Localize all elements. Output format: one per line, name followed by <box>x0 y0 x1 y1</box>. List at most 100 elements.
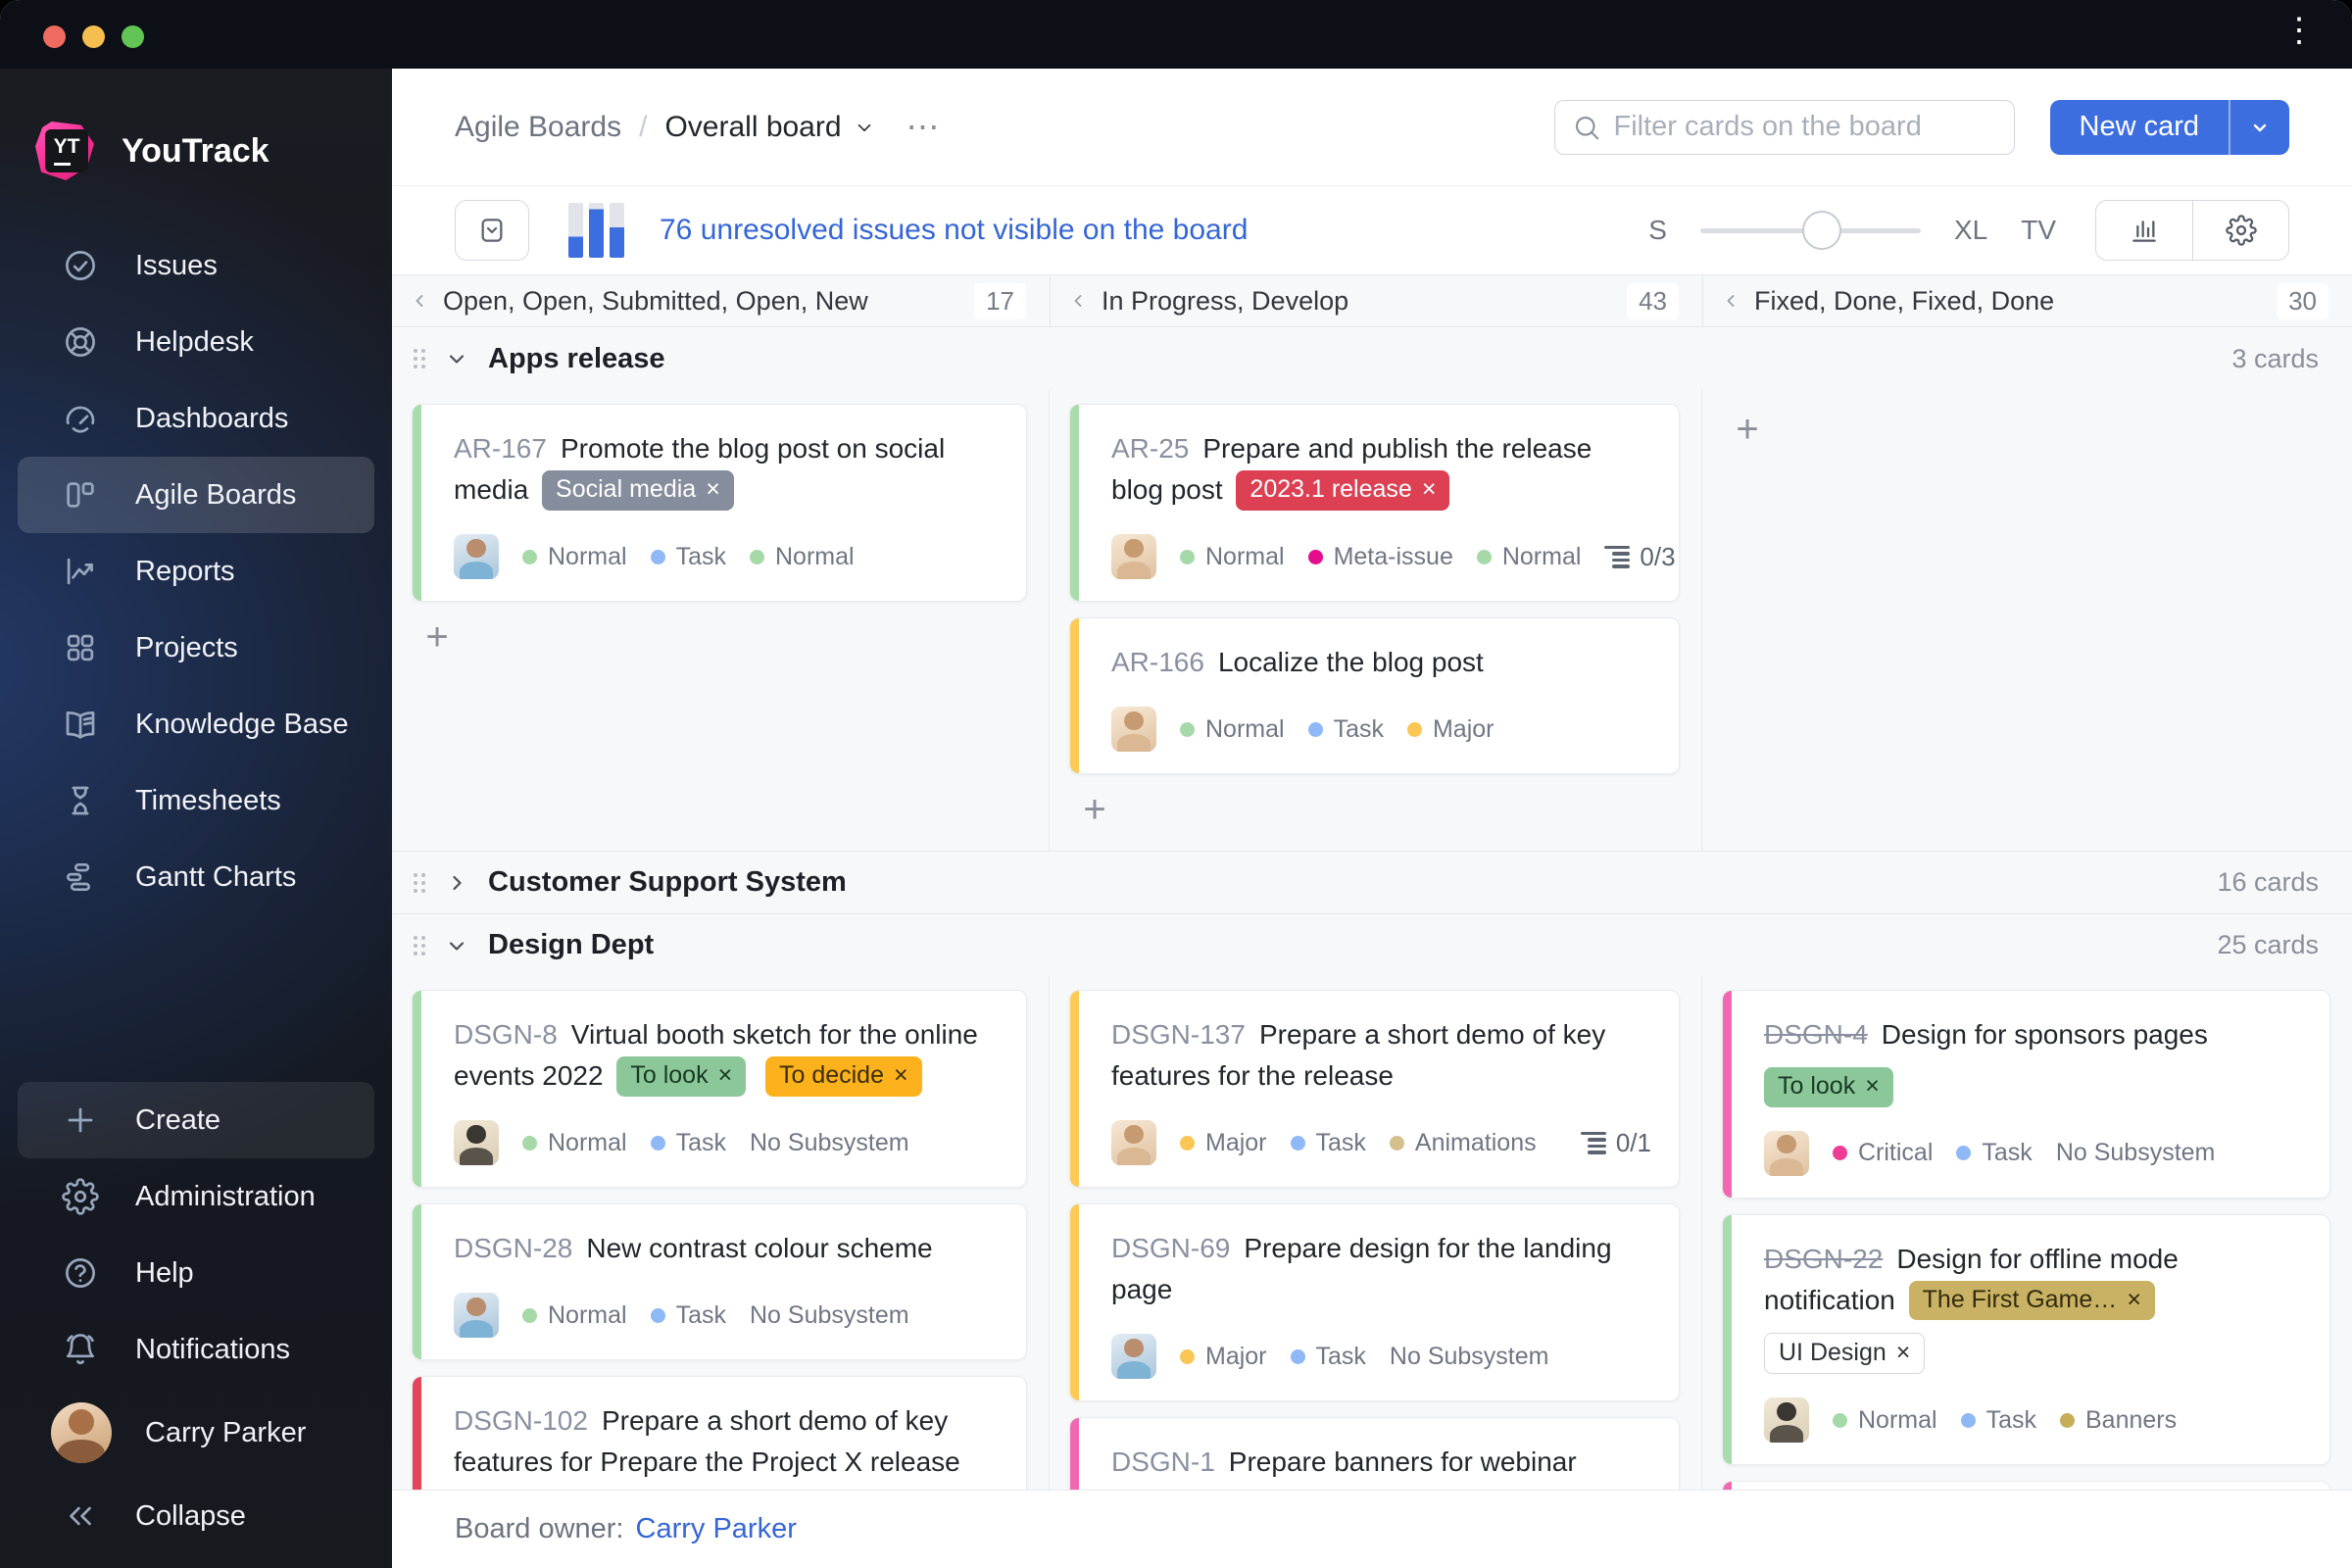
card-DSGN-28[interactable]: DSGN-28 New contrast colour scheme Normal… <box>412 1203 1027 1360</box>
assignee-avatar[interactable] <box>1111 1334 1156 1379</box>
drag-handle-icon[interactable] <box>414 349 425 368</box>
sidebar-item-dashboards[interactable]: Dashboards <box>18 380 374 457</box>
minimize-window-button[interactable] <box>82 25 105 48</box>
assignee-avatar[interactable] <box>454 1293 499 1338</box>
tag-remove-icon[interactable]: × <box>1895 1338 1911 1366</box>
swimlane-name[interactable]: Customer Support System <box>488 866 847 898</box>
user-menu[interactable]: Carry Parker <box>18 1388 374 1478</box>
issue-id[interactable]: DSGN-1 <box>1111 1446 1215 1477</box>
swimlane-name[interactable]: Design Dept <box>488 929 655 960</box>
unresolved-issues-link[interactable]: 76 unresolved issues not visible on the … <box>660 214 1249 246</box>
sidebar-item-administration[interactable]: Administration <box>18 1158 374 1235</box>
add-card-button[interactable]: + <box>1083 788 1106 831</box>
drag-handle-icon[interactable] <box>414 872 425 893</box>
tag-ui-design[interactable]: UI Design × <box>1764 1332 1926 1374</box>
sidebar-item-helpdesk[interactable]: Helpdesk <box>18 304 374 380</box>
collapse-column-icon[interactable] <box>410 291 429 311</box>
tag-remove-icon[interactable]: × <box>717 1061 733 1089</box>
drag-handle-icon[interactable] <box>414 935 425 956</box>
card-AR-25[interactable]: AR-25 Prepare and publish the release blo… <box>1069 404 1680 602</box>
board-more-menu-icon[interactable]: ⋯ <box>906 108 940 146</box>
assignee-avatar[interactable] <box>1111 534 1156 579</box>
assignee-avatar[interactable] <box>1764 1130 1809 1176</box>
tag-social-media[interactable]: Social media × <box>542 470 734 511</box>
issue-id[interactable]: AR-25 <box>1111 433 1190 464</box>
tag-remove-icon[interactable]: × <box>1865 1072 1880 1100</box>
tag-the-first-game[interactable]: The First Game… × <box>1908 1280 2155 1320</box>
zoom-window-button[interactable] <box>122 25 144 48</box>
create-button[interactable]: Create <box>18 1082 374 1158</box>
issue-id[interactable]: DSGN-137 <box>1111 1019 1246 1050</box>
swimlane-name[interactable]: Apps release <box>488 342 665 374</box>
card-DSGN-22[interactable]: DSGN-22 Design for offline mode notificat… <box>1722 1213 2330 1465</box>
window-menu-kebab-icon[interactable]: ⋮ <box>2282 12 2316 49</box>
subtasks-indicator[interactable]: 0/1 <box>1580 1128 1651 1158</box>
breadcrumb-agile-boards[interactable]: Agile Boards <box>455 110 622 143</box>
issue-id[interactable]: AR-167 <box>454 433 547 464</box>
plus-icon <box>61 1101 100 1140</box>
collapse-sidebar-button[interactable]: Collapse <box>18 1478 374 1554</box>
chevron-down-icon[interactable] <box>445 934 468 957</box>
card-DSGN-137[interactable]: DSGN-137 Prepare a short demo of key feat… <box>1069 990 1680 1188</box>
sidebar-item-label: Agile Boards <box>135 478 297 511</box>
card-size-slider[interactable] <box>1699 211 1921 250</box>
tag-2023-1-release[interactable]: 2023.1 release × <box>1236 470 1450 511</box>
collapse-column-icon[interactable] <box>1068 291 1088 311</box>
issue-id[interactable]: AR-166 <box>1111 647 1204 677</box>
sidebar-item-help[interactable]: Help <box>18 1235 374 1311</box>
new-card-button[interactable]: New card <box>2049 99 2229 155</box>
new-card-dropdown-button[interactable] <box>2229 99 2289 155</box>
assignee-avatar[interactable] <box>454 1120 499 1165</box>
assignee-avatar[interactable] <box>454 534 499 579</box>
sidebar-item-reports[interactable]: Reports <box>18 533 374 610</box>
sidebar-item-knowledge-base[interactable]: Knowledge Base <box>18 686 374 762</box>
assignee-avatar[interactable] <box>1111 1120 1156 1165</box>
card-DSGN-4[interactable]: DSGN-4 Design for sponsors pages To look ×… <box>1722 990 2330 1199</box>
assignee-avatar[interactable] <box>1764 1397 1809 1443</box>
board-selector[interactable]: Overall board <box>664 111 874 144</box>
chevron-right-icon[interactable] <box>445 871 468 895</box>
tag-remove-icon[interactable]: × <box>894 1061 908 1089</box>
sidebar-item-notifications[interactable]: Notifications <box>18 1311 374 1388</box>
issue-id[interactable]: DSGN-28 <box>454 1233 573 1263</box>
card-DSGN-2[interactable]: DSGN-2Create design materials for the <box>1722 1481 2330 1490</box>
tv-mode-button[interactable]: TV <box>2021 215 2056 245</box>
tag-to-look[interactable]: To look × <box>616 1056 747 1097</box>
lane-cell: AR-25 Prepare and publish the release blo… <box>1050 390 1702 851</box>
assignee-avatar[interactable] <box>1111 707 1156 752</box>
board-settings-button[interactable] <box>2192 201 2288 260</box>
add-card-button[interactable]: + <box>1736 408 1759 451</box>
sidebar-item-gantt-charts[interactable]: Gantt Charts <box>18 839 374 915</box>
close-window-button[interactable] <box>43 25 66 48</box>
card-DSGN-69[interactable]: DSGN-69 Prepare design for the landing pa… <box>1069 1203 1680 1401</box>
sidebar-item-agile-boards[interactable]: Agile Boards <box>18 457 374 533</box>
board-chart-button[interactable] <box>2096 201 2192 260</box>
card-AR-166[interactable]: AR-166 Localize the blog post Normal Task… <box>1069 617 1680 774</box>
card-DSGN-8[interactable]: DSGN-8 Virtual booth sketch for the onlin… <box>412 990 1027 1188</box>
tag-remove-icon[interactable]: × <box>1421 475 1437 503</box>
slider-thumb[interactable] <box>1801 211 1841 250</box>
tag-to-look[interactable]: To look × <box>1764 1067 1893 1107</box>
issue-id[interactable]: DSGN-22 <box>1764 1243 1884 1274</box>
window-controls[interactable] <box>43 25 144 48</box>
issue-id[interactable]: DSGN-102 <box>454 1405 588 1436</box>
issue-id[interactable]: DSGN-8 <box>454 1019 558 1050</box>
tag-remove-icon[interactable]: × <box>706 475 720 503</box>
sidebar-item-projects[interactable]: Projects <box>18 610 374 686</box>
filter-cards-input[interactable] <box>1553 99 2015 155</box>
sidebar-item-issues[interactable]: Issues <box>18 227 374 304</box>
board-owner-link[interactable]: Carry Parker <box>635 1513 797 1544</box>
collapse-column-icon[interactable] <box>1721 291 1740 311</box>
issue-id[interactable]: DSGN-69 <box>1111 1233 1231 1263</box>
issue-id[interactable]: DSGN-4 <box>1764 1019 1868 1050</box>
add-card-button[interactable]: + <box>425 615 449 659</box>
card-DSGN-102[interactable]: DSGN-102 Prepare a short demo of key feat… <box>412 1376 1027 1490</box>
chevron-down-icon[interactable] <box>445 347 468 370</box>
tag-remove-icon[interactable]: × <box>2127 1285 2141 1313</box>
collapse-swimlanes-button[interactable] <box>455 200 529 261</box>
subtasks-indicator[interactable]: 0/3 <box>1604 542 1676 572</box>
card-AR-167[interactable]: AR-167 Promote the blog post on social me… <box>412 404 1027 602</box>
sidebar-item-timesheets[interactable]: Timesheets <box>18 762 374 839</box>
tag-to-decide[interactable]: To decide × <box>764 1056 922 1097</box>
